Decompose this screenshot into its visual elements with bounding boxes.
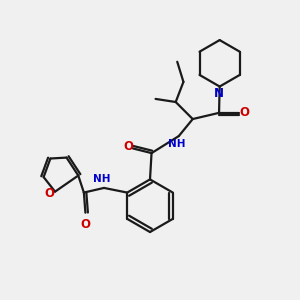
Text: O: O bbox=[80, 218, 90, 231]
Text: O: O bbox=[240, 106, 250, 119]
Text: NH: NH bbox=[93, 174, 110, 184]
Text: O: O bbox=[123, 140, 133, 153]
Text: NH: NH bbox=[169, 139, 186, 148]
Text: N: N bbox=[214, 87, 224, 100]
Text: O: O bbox=[44, 187, 55, 200]
